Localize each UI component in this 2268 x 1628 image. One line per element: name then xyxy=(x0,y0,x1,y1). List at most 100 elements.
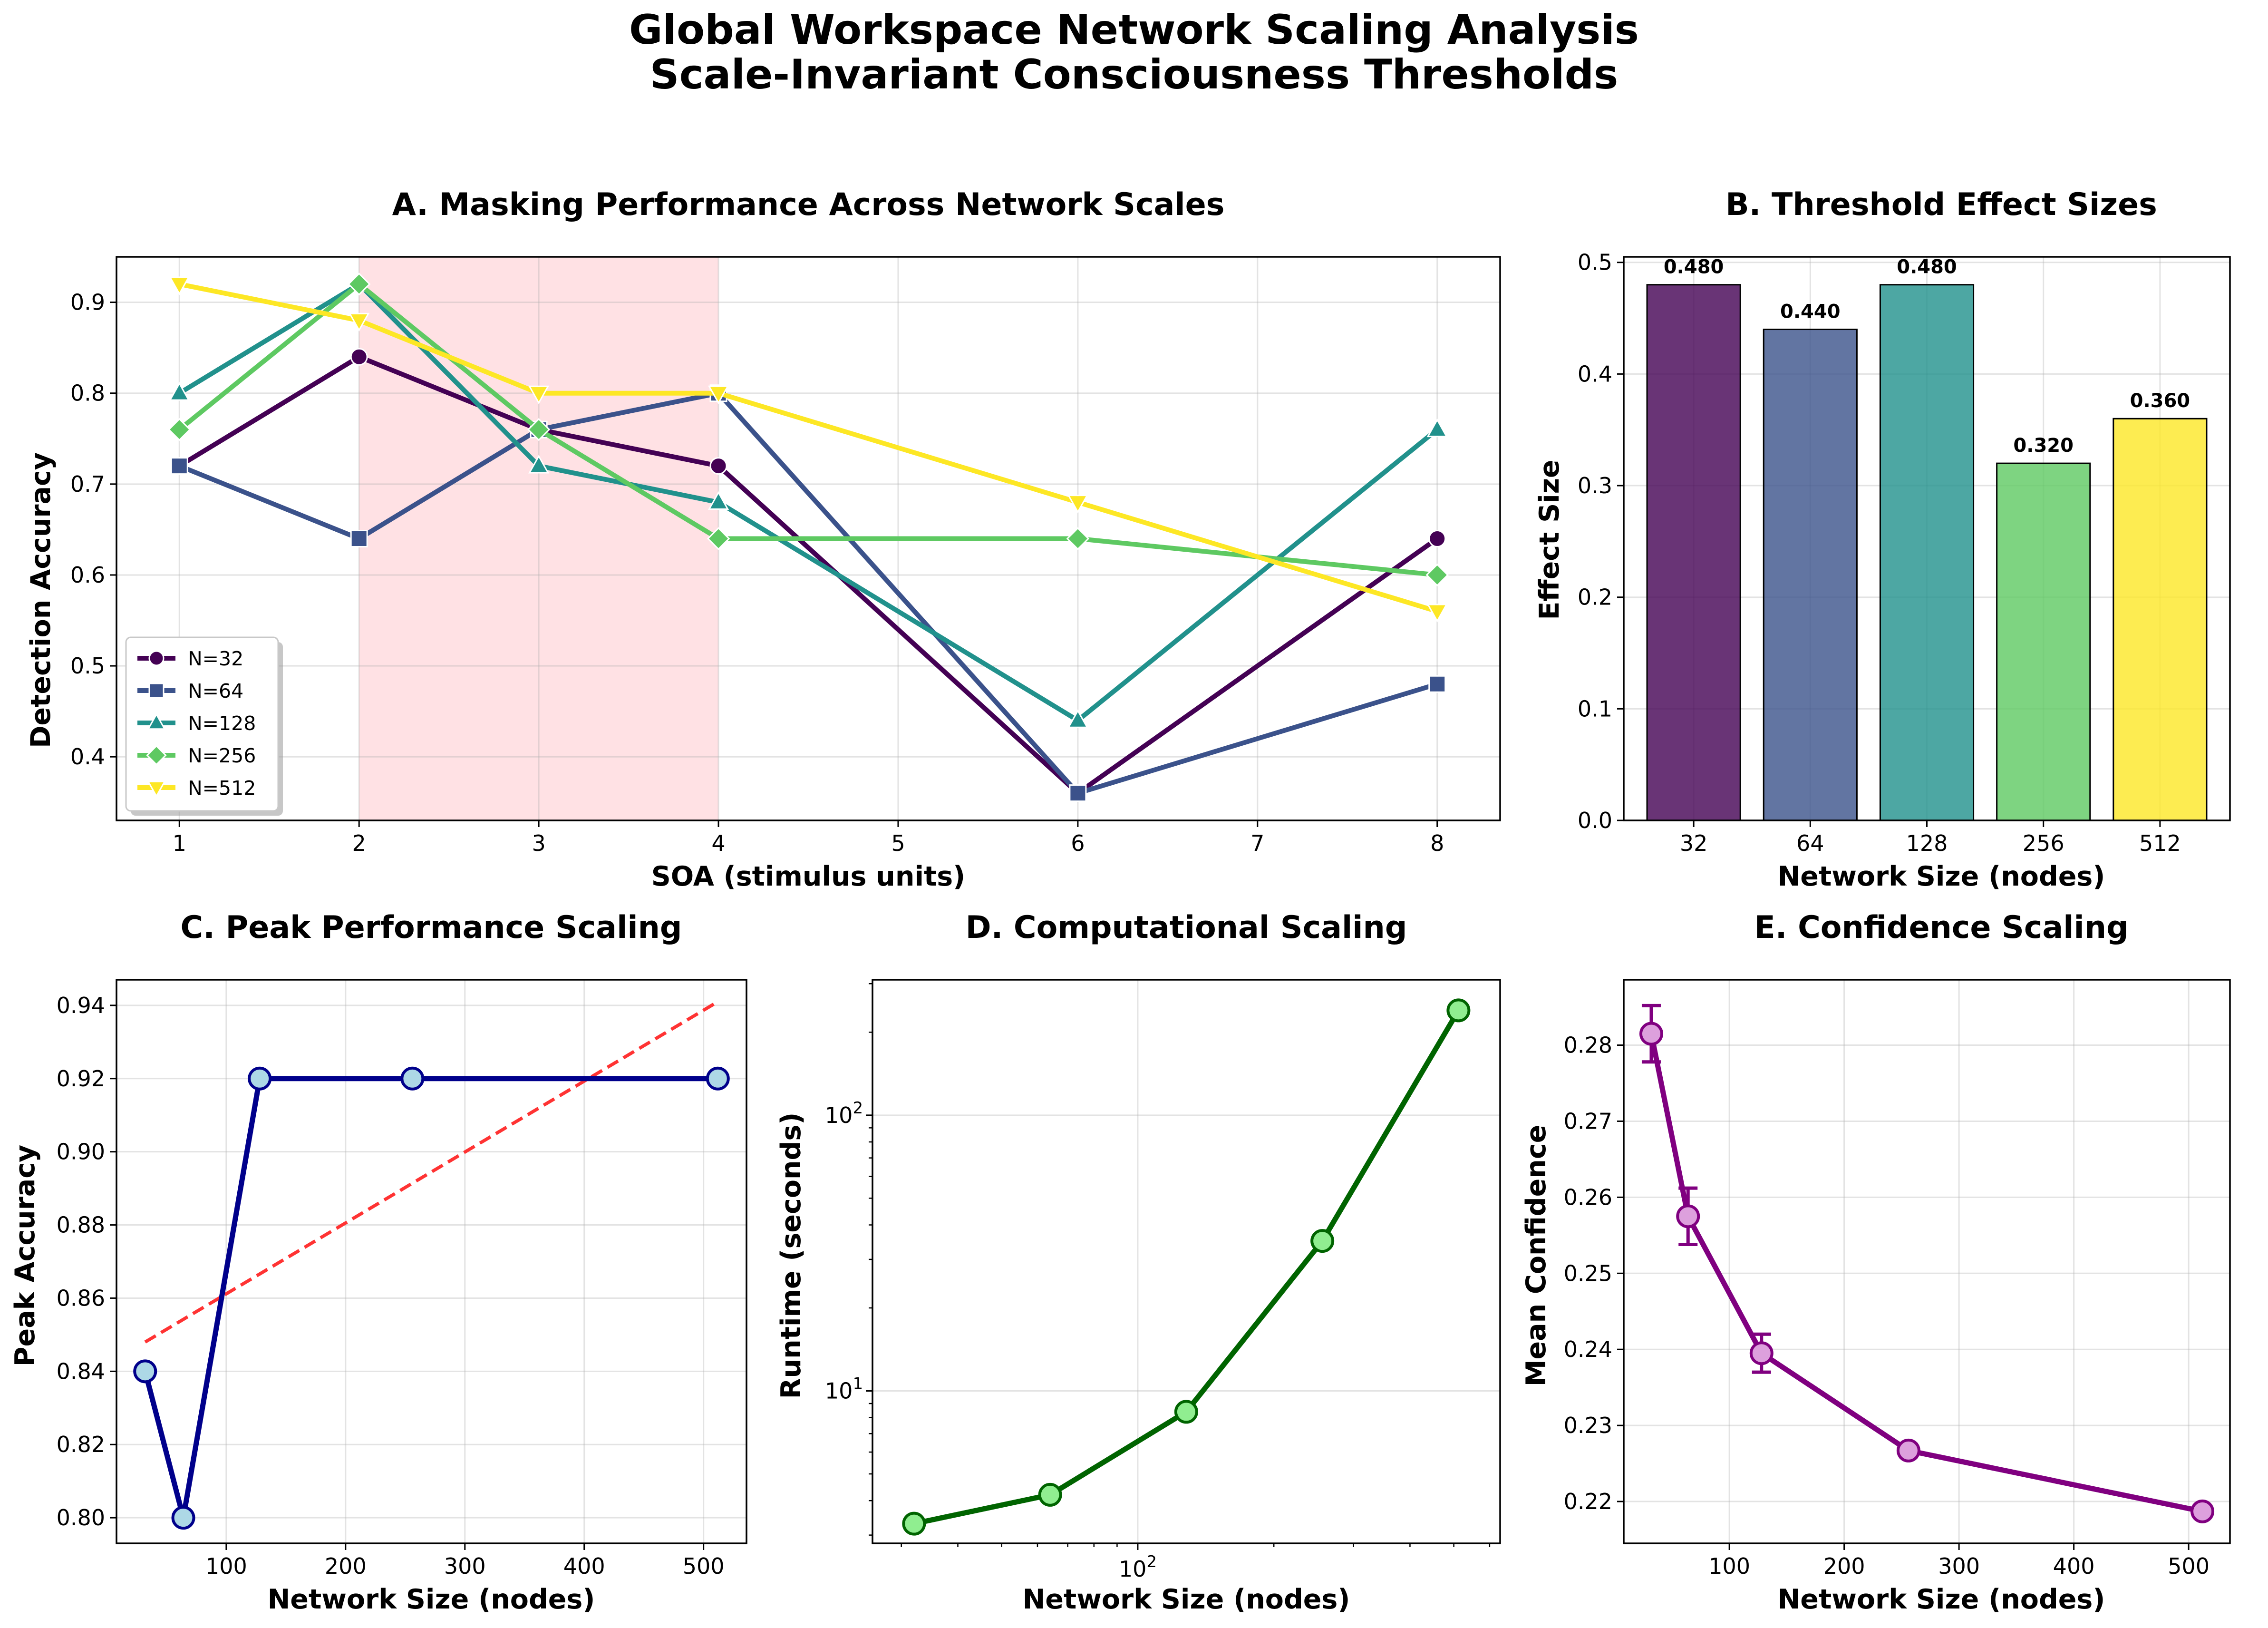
y-tick-label: 0.92 xyxy=(57,1066,105,1092)
legend-marker-N=64 xyxy=(148,682,165,699)
legend-label-N=512: N=512 xyxy=(188,777,256,799)
panel-e-title: E. Confidence Scaling xyxy=(1754,910,2128,946)
series-line-N=64 xyxy=(178,390,1438,796)
y-tick-label: 0.88 xyxy=(57,1212,105,1238)
panel-c-peak-performance: C. Peak Performance Scaling 100 200 300 400… xyxy=(10,910,747,1615)
series-point-N=32 xyxy=(709,457,727,475)
legend-label-N=32: N=32 xyxy=(188,647,243,670)
x-tick-label: 3 xyxy=(532,830,545,856)
panel-d-frame xyxy=(872,979,1501,1544)
y-tick-label: 0.4 xyxy=(1578,361,1612,387)
y-tick-label: 0.82 xyxy=(57,1432,105,1457)
x-tick-label: 400 xyxy=(2053,1553,2095,1579)
series-point xyxy=(1310,1229,1335,1253)
x-tick-label: 500 xyxy=(683,1553,725,1579)
y-tick-label: 0.0 xyxy=(1578,808,1612,833)
bar-512 xyxy=(2113,418,2208,821)
series-point-N=64 xyxy=(1428,675,1446,693)
y-tick-label: 0.86 xyxy=(57,1285,105,1311)
x-tick-label: 6 xyxy=(1071,830,1085,856)
panel-c-ylabel: Peak Accuracy xyxy=(10,1145,41,1366)
figure-title-line2: Scale-Invariant Consciousness Thresholds xyxy=(650,51,1619,98)
series-line xyxy=(913,1009,1461,1527)
series-point xyxy=(1174,1400,1198,1424)
y-tick-label: 0.94 xyxy=(57,993,105,1018)
series-point-N=512 xyxy=(169,276,190,295)
x-tick-label: 8 xyxy=(1430,830,1444,856)
legend-marker-N=128 xyxy=(147,712,166,730)
series-point-N=512 xyxy=(349,312,370,332)
x-tick-label: 5 xyxy=(891,830,905,856)
series-point xyxy=(171,1506,195,1530)
series-point-N=512 xyxy=(1426,604,1448,623)
y-tick-label: 0.7 xyxy=(70,471,105,497)
x-tick-label: 400 xyxy=(563,1553,605,1579)
series-point-N=512 xyxy=(1067,495,1088,514)
legend: N=32 N=64 N=128 N=256 N=512 xyxy=(125,636,283,816)
series-point xyxy=(248,1066,272,1091)
shaded-region xyxy=(359,257,719,820)
y-tick-label: 0.23 xyxy=(1564,1413,1612,1438)
legend-marker-N=512 xyxy=(147,780,166,798)
x-tick-label: 32 xyxy=(1680,830,1708,856)
series-line-N=256 xyxy=(178,282,1438,577)
panel-b-ylabel: Effect Size xyxy=(1534,459,1565,620)
y-tick-label: 0.80 xyxy=(57,1505,105,1531)
bar-value-label-256: 0.320 xyxy=(2013,435,2074,457)
series-point xyxy=(2190,1499,2215,1523)
x-tick-label: 1 xyxy=(173,830,186,856)
y-tick-label: 0.28 xyxy=(1564,1033,1612,1058)
x-tick-label: 128 xyxy=(1906,830,1948,856)
y-tick-label: 0.22 xyxy=(1564,1489,1612,1514)
series-point-N=64 xyxy=(350,530,368,547)
panel-d-computational-scaling: D. Computational Scaling 102 101 102 Netwo… xyxy=(775,910,1501,1615)
y-tick-label: 0.5 xyxy=(70,653,105,679)
y-tick-label: 0.26 xyxy=(1564,1184,1612,1210)
panel-d-title: D. Computational Scaling xyxy=(966,910,1407,946)
panel-e-xlabel: Network Size (nodes) xyxy=(1778,1584,2105,1615)
legend-marker-N=256 xyxy=(146,745,167,766)
legend-label-N=128: N=128 xyxy=(188,712,256,735)
x-tick-label: 7 xyxy=(1250,830,1264,856)
panel-a-frame xyxy=(116,256,1501,821)
y-tick-label: 0.84 xyxy=(57,1358,105,1384)
series-point-N=128 xyxy=(528,455,550,474)
bar-256 xyxy=(1996,462,2091,821)
bar-32 xyxy=(1646,284,1741,821)
x-tick-label: 200 xyxy=(325,1553,367,1579)
y-tick-label: 0.8 xyxy=(70,380,105,406)
bar-value-label-64: 0.440 xyxy=(1780,301,1841,323)
x-tick-label: 100 xyxy=(205,1553,247,1579)
legend-marker-N=32 xyxy=(148,650,165,666)
series-point-N=512 xyxy=(708,385,729,405)
figure-title-line1: Global Workspace Network Scaling Analysi… xyxy=(629,6,1639,54)
series-point-N=128 xyxy=(169,382,190,401)
series-point-N=512 xyxy=(528,385,550,405)
series-point xyxy=(400,1066,425,1091)
series-point xyxy=(902,1511,926,1536)
y-tick-label: 0.27 xyxy=(1564,1108,1612,1134)
x-tick-label: 4 xyxy=(711,830,725,856)
y-tick-label: 102 xyxy=(825,1099,863,1128)
series-point-N=128 xyxy=(1067,709,1088,728)
bar-128 xyxy=(1879,284,1975,821)
x-tick-label: 500 xyxy=(2168,1553,2210,1579)
series-point xyxy=(1038,1482,1062,1507)
y-tick-label: 0.24 xyxy=(1564,1336,1612,1362)
y-tick-label: 101 xyxy=(825,1375,863,1404)
y-tick-label: 0.6 xyxy=(70,562,105,588)
series-point-N=64 xyxy=(170,457,188,475)
panel-a-ylabel: Detection Accuracy xyxy=(25,452,57,748)
y-tick-label: 0.9 xyxy=(70,290,105,315)
panel-d-plot-area: 102 101 102 xyxy=(825,979,1501,1582)
series-point xyxy=(706,1066,730,1091)
series-line-N=512 xyxy=(179,282,1438,614)
x-tick-label: 200 xyxy=(1823,1553,1865,1579)
legend-label-N=256: N=256 xyxy=(188,744,256,767)
x-tick-label: 300 xyxy=(444,1553,486,1579)
series-line-N=32 xyxy=(178,354,1439,796)
series-point-N=32 xyxy=(1428,530,1446,547)
bar-value-label-32: 0.480 xyxy=(1664,256,1724,278)
panel-a-plot-area: 1 2 3 4 5 6 7 80.40.50.60.70.80.9N=32N=64N=128N… xyxy=(70,256,1501,856)
trend-line xyxy=(144,1000,719,1344)
